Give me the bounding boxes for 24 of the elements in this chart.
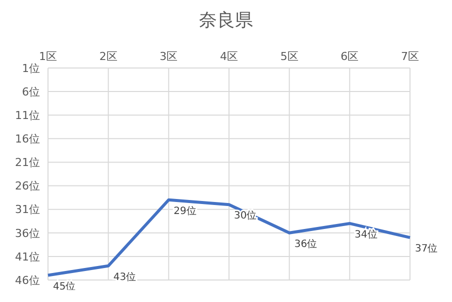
y-tick-label: 31位 [15, 203, 40, 216]
y-tick-label: 21位 [15, 156, 40, 170]
y-tick-label: 16位 [15, 132, 40, 146]
y-tick-label: 6位 [22, 85, 40, 98]
y-tick-label: 36位 [15, 226, 40, 240]
x-tick-label: 1区 [39, 50, 57, 63]
data-label: 34位 [354, 228, 378, 240]
y-tick-label: 46位 [15, 274, 40, 287]
x-tick-label: 5区 [280, 50, 298, 63]
y-tick-label: 26位 [15, 180, 40, 193]
x-tick-label: 4区 [220, 50, 238, 63]
y-tick-label: 41位 [15, 250, 40, 264]
x-tick-label: 3区 [160, 50, 178, 63]
data-label: 37位 [415, 242, 438, 255]
data-label: 43位 [113, 270, 136, 283]
x-tick-label: 6区 [340, 50, 359, 63]
data-label: 29位 [174, 204, 196, 217]
chart-title: 奈良県 [198, 9, 254, 33]
data-label: 36位 [294, 238, 318, 250]
x-tick-label: 2区 [99, 50, 118, 63]
y-tick-label: 11位 [15, 109, 40, 122]
x-tick-label: 7区 [401, 50, 419, 63]
data-label: 30位 [234, 210, 257, 222]
y-tick-label: 1位 [22, 62, 40, 75]
